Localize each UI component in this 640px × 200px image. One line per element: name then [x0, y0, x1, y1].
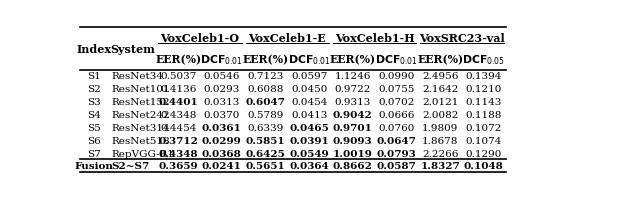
Text: 0.0450: 0.0450 [291, 85, 327, 94]
Text: 0.5037: 0.5037 [160, 72, 196, 81]
Text: 0.1290: 0.1290 [465, 149, 502, 158]
Text: 0.0299: 0.0299 [202, 136, 242, 145]
Text: 0.0587: 0.0587 [376, 162, 417, 171]
Text: 0.4348: 0.4348 [159, 149, 198, 158]
Text: EER(%): EER(%) [330, 54, 376, 65]
Text: 0.0361: 0.0361 [202, 123, 242, 132]
Text: S7: S7 [87, 149, 101, 158]
Text: 0.7123: 0.7123 [247, 72, 284, 81]
Text: 0.9722: 0.9722 [335, 85, 371, 94]
Text: ResNet34: ResNet34 [111, 72, 163, 81]
Text: ResNet242: ResNet242 [111, 110, 170, 119]
Text: 0.0990: 0.0990 [378, 72, 415, 81]
Text: ResNet314: ResNet314 [111, 123, 170, 132]
Text: 0.8662: 0.8662 [333, 162, 372, 171]
Text: ResNet101: ResNet101 [111, 85, 170, 94]
Text: EER(%): EER(%) [155, 54, 201, 65]
Text: 0.0597: 0.0597 [291, 72, 327, 81]
Text: 0.0702: 0.0702 [378, 98, 415, 107]
Text: 2.4956: 2.4956 [422, 72, 458, 81]
Text: 0.4401: 0.4401 [158, 98, 198, 107]
Text: 0.1072: 0.1072 [465, 123, 502, 132]
Text: 0.0760: 0.0760 [378, 123, 415, 132]
Text: 0.0454: 0.0454 [291, 98, 327, 107]
Text: 1.8678: 1.8678 [422, 136, 458, 145]
Text: 0.0391: 0.0391 [289, 136, 329, 145]
Text: 0.3659: 0.3659 [158, 162, 198, 171]
Text: Fusion: Fusion [75, 162, 113, 171]
Text: 0.6339: 0.6339 [247, 123, 284, 132]
Text: S1: S1 [87, 72, 101, 81]
Text: 0.0368: 0.0368 [202, 149, 242, 158]
Text: 0.0647: 0.0647 [376, 136, 417, 145]
Text: 0.5851: 0.5851 [246, 136, 285, 145]
Text: 2.2266: 2.2266 [422, 149, 458, 158]
Text: Index: Index [77, 44, 111, 54]
Text: 0.4348: 0.4348 [160, 110, 196, 119]
Text: 2.0082: 2.0082 [422, 110, 458, 119]
Text: 0.1210: 0.1210 [465, 85, 502, 94]
Text: 0.0549: 0.0549 [289, 149, 329, 158]
Text: 0.4454: 0.4454 [160, 123, 196, 132]
Text: VoxSRC23-val: VoxSRC23-val [419, 33, 505, 44]
Text: $\mathbf{DCF}_{0.01}$: $\mathbf{DCF}_{0.01}$ [375, 53, 418, 66]
Text: 0.1074: 0.1074 [465, 136, 502, 145]
Text: 0.9042: 0.9042 [333, 110, 372, 119]
Text: 0.5651: 0.5651 [246, 162, 285, 171]
Text: 2.0121: 2.0121 [422, 98, 458, 107]
Text: S4: S4 [87, 110, 101, 119]
Text: S6: S6 [87, 136, 101, 145]
Text: RepVGG-B1: RepVGG-B1 [111, 149, 174, 158]
Text: 0.0313: 0.0313 [204, 98, 240, 107]
Text: 2.1642: 2.1642 [422, 85, 458, 94]
Text: VoxCeleb1-O: VoxCeleb1-O [161, 33, 239, 44]
Text: 0.6425: 0.6425 [246, 149, 285, 158]
Text: $\mathbf{DCF}_{0.01}$: $\mathbf{DCF}_{0.01}$ [200, 53, 243, 66]
Text: 0.0546: 0.0546 [204, 72, 240, 81]
Text: 1.1246: 1.1246 [335, 72, 371, 81]
Text: 0.0364: 0.0364 [289, 162, 329, 171]
Text: 0.0370: 0.0370 [204, 110, 240, 119]
Text: 0.1048: 0.1048 [464, 162, 504, 171]
Text: 0.4136: 0.4136 [160, 85, 196, 94]
Text: System: System [110, 44, 155, 54]
Text: VoxCeleb1-H: VoxCeleb1-H [335, 33, 415, 44]
Text: VoxCeleb1-E: VoxCeleb1-E [248, 33, 326, 44]
Text: 1.0019: 1.0019 [333, 149, 372, 158]
Text: 0.1394: 0.1394 [465, 72, 502, 81]
Text: ResNet152: ResNet152 [111, 98, 170, 107]
Text: S2: S2 [87, 85, 101, 94]
Text: 0.5789: 0.5789 [247, 110, 284, 119]
Text: EER(%): EER(%) [417, 54, 463, 65]
Text: S2~S7: S2~S7 [111, 162, 150, 171]
Text: 0.0666: 0.0666 [378, 110, 415, 119]
Text: 0.3712: 0.3712 [158, 136, 198, 145]
Text: 1.9809: 1.9809 [422, 123, 458, 132]
Text: S5: S5 [87, 123, 101, 132]
Text: 0.9313: 0.9313 [335, 98, 371, 107]
Text: EER(%): EER(%) [243, 54, 289, 65]
Text: 0.0413: 0.0413 [291, 110, 327, 119]
Text: 0.1143: 0.1143 [465, 98, 502, 107]
Text: 0.1188: 0.1188 [465, 110, 502, 119]
Text: $\mathbf{DCF}_{0.01}$: $\mathbf{DCF}_{0.01}$ [288, 53, 330, 66]
Text: 0.0793: 0.0793 [376, 149, 417, 158]
Text: 1.8327: 1.8327 [420, 162, 460, 171]
Text: 0.6047: 0.6047 [246, 98, 285, 107]
Text: S3: S3 [87, 98, 101, 107]
Text: 0.0755: 0.0755 [378, 85, 415, 94]
Text: 0.9093: 0.9093 [333, 136, 372, 145]
Text: $\mathbf{DCF}_{0.05}$: $\mathbf{DCF}_{0.05}$ [462, 53, 505, 66]
Text: 0.6088: 0.6088 [247, 85, 284, 94]
Text: 0.0465: 0.0465 [289, 123, 329, 132]
Text: 0.0241: 0.0241 [202, 162, 242, 171]
Text: 0.9701: 0.9701 [333, 123, 372, 132]
Text: 0.0293: 0.0293 [204, 85, 240, 94]
Text: ResNet518: ResNet518 [111, 136, 170, 145]
